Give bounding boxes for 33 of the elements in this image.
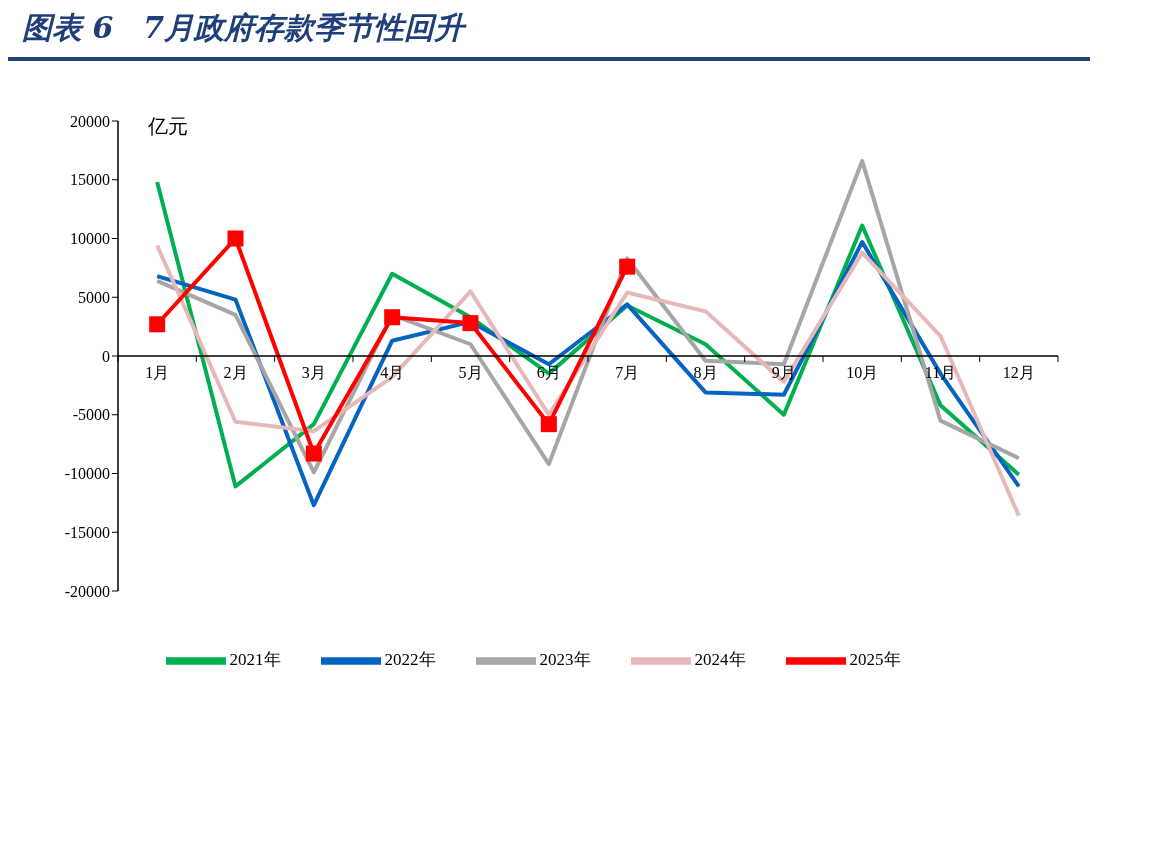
x-tick-label: 3月 [301,364,326,381]
legend-label: 2021年 [229,649,281,669]
y-tick-label: 10000 [70,230,110,248]
legend-label: 2024年 [694,649,746,669]
y-tick-label: 0 [102,347,110,365]
point [619,258,636,275]
y-tick-label: -10000 [64,465,110,483]
point [462,315,479,332]
x-tick-label: 2月 [223,364,248,381]
point [540,416,557,433]
legend-label: 2023年 [539,649,591,669]
y-axis-title: 亿元 [148,113,188,140]
chart-title: 图表 6 7月政府存款季节性回升 [8,8,1090,61]
point [227,230,244,247]
y-tick-label: 5000 [78,288,110,306]
x-tick-label: 1月 [145,364,170,381]
point [384,309,401,326]
y-tick-label: -5000 [72,406,110,424]
x-tick-label: 9月 [771,364,796,381]
legend-label: 2022年 [384,649,436,669]
x-tick-label: 12月 [1002,364,1035,381]
x-tick-label: 10月 [846,364,879,381]
x-tick-label: 4月 [380,364,405,381]
legend-label: 2025年 [849,649,901,669]
x-tick-label: 5月 [458,364,483,381]
y-tick-label: 15000 [70,171,110,189]
point [305,445,322,462]
y-tick-label: -20000 [64,582,110,600]
x-tick-label: 8月 [693,364,718,381]
point [149,316,166,333]
x-tick-label: 7月 [615,364,640,381]
y-tick-label: 20000 [70,112,110,130]
y-tick-label: -15000 [64,523,110,541]
